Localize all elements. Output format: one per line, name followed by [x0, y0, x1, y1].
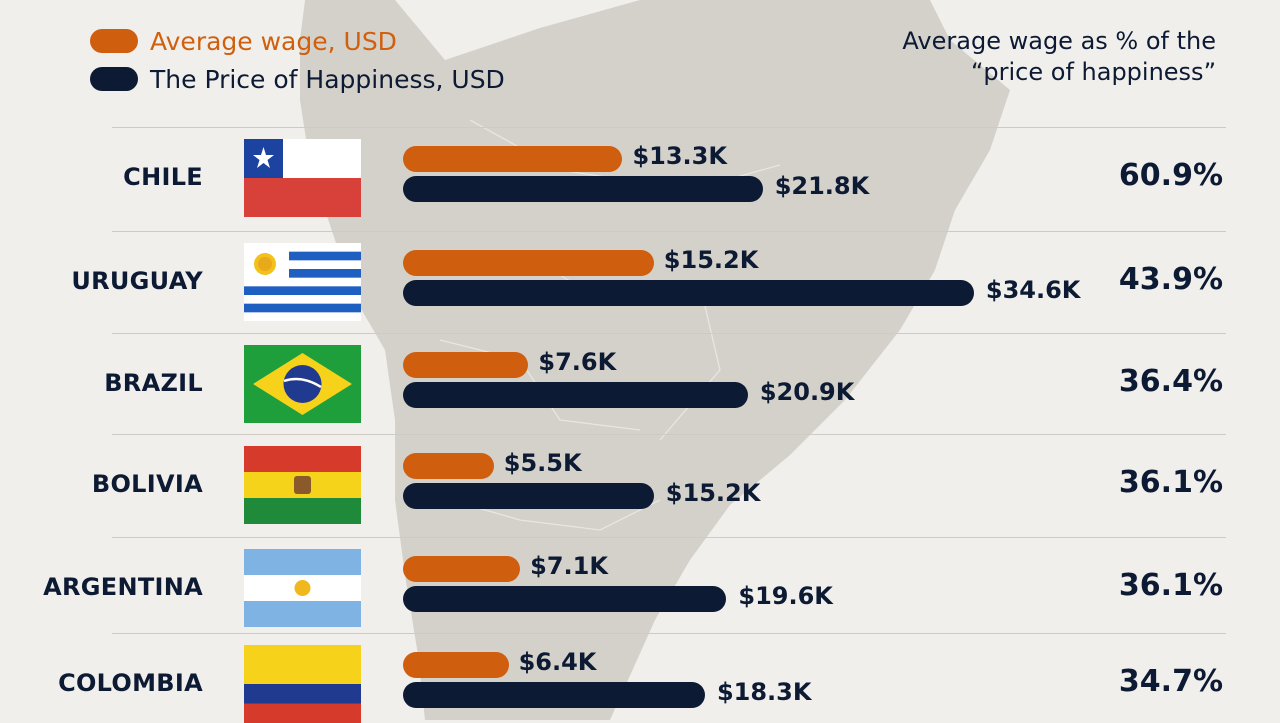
country-label-brazil: BRAZIL [0, 369, 203, 397]
percent-value-colombia: 34.7% [1023, 664, 1223, 699]
uruguay-flag-graphic [244, 243, 361, 321]
price-value-label-chile: $21.8K [775, 172, 870, 200]
wage-value-label-uruguay: $15.2K [664, 246, 759, 274]
row-divider [112, 434, 1226, 435]
country-label-bolivia: BOLIVIA [0, 470, 203, 498]
wage-value-label-chile: $13.3K [632, 142, 727, 170]
country-label-argentina: ARGENTINA [0, 573, 203, 601]
wage-bar-bolivia [403, 453, 494, 479]
row-divider [112, 537, 1226, 538]
wage-bar-chile [403, 146, 622, 172]
price-bar-chile [403, 176, 763, 202]
percent-value-brazil: 36.4% [1023, 364, 1223, 399]
price-bar-brazil [403, 382, 748, 408]
wage-value-label-colombia: $6.4K [519, 648, 597, 676]
wage-value-label-argentina: $7.1K [530, 552, 608, 580]
row-divider [112, 633, 1226, 634]
row-divider [112, 231, 1226, 232]
wage-bar-argentina [403, 556, 520, 582]
wage-bar-brazil [403, 352, 528, 378]
percent-value-chile: 60.9% [1023, 158, 1223, 193]
country-label-uruguay: URUGUAY [0, 267, 203, 295]
row-divider [112, 333, 1226, 334]
colombia-flag [244, 645, 361, 723]
wage-bar-colombia [403, 652, 509, 678]
price-bar-uruguay [403, 280, 974, 306]
brazil-flag [244, 345, 361, 423]
wage-bar-uruguay [403, 250, 654, 276]
colombia-flag-graphic [244, 645, 361, 723]
wage-value-label-brazil: $7.6K [538, 348, 616, 376]
price-value-label-bolivia: $15.2K [666, 479, 761, 507]
country-label-chile: CHILE [0, 163, 203, 191]
percent-value-argentina: 36.1% [1023, 568, 1223, 603]
wage-value-label-bolivia: $5.5K [504, 449, 582, 477]
price-value-label-argentina: $19.6K [738, 582, 833, 610]
argentina-flag [244, 549, 361, 627]
brazil-flag-graphic [244, 345, 361, 423]
percent-value-bolivia: 36.1% [1023, 465, 1223, 500]
percent-value-uruguay: 43.9% [1023, 262, 1223, 297]
bolivia-flag-graphic [244, 446, 361, 524]
chile-flag [244, 139, 361, 217]
price-bar-colombia [403, 682, 705, 708]
country-label-colombia: COLOMBIA [0, 669, 203, 697]
price-value-label-brazil: $20.9K [760, 378, 855, 406]
chile-flag-graphic [244, 139, 361, 217]
argentina-flag-graphic [244, 549, 361, 627]
row-divider [112, 127, 1226, 128]
bolivia-flag [244, 446, 361, 524]
price-bar-bolivia [403, 483, 654, 509]
uruguay-flag [244, 243, 361, 321]
price-value-label-colombia: $18.3K [717, 678, 812, 706]
price-bar-argentina [403, 586, 726, 612]
